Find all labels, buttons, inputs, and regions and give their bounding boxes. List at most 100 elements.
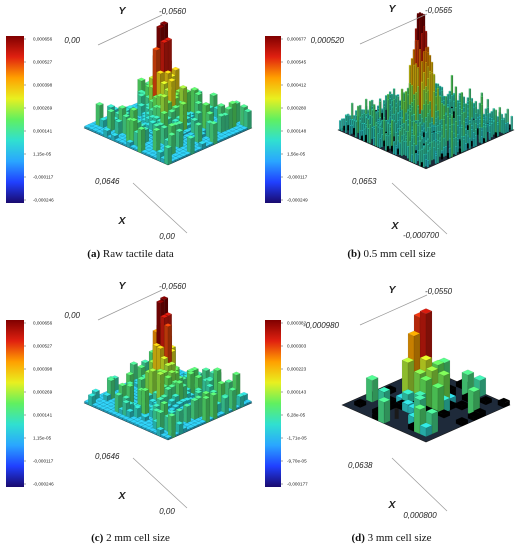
bar-face-right (232, 102, 237, 130)
bar-top (144, 141, 154, 145)
bar-top (410, 105, 414, 108)
bar-top (418, 19, 422, 21)
bar-top (388, 109, 392, 112)
bar-top (440, 86, 444, 88)
bar-top (344, 114, 348, 117)
bar-top (394, 122, 398, 124)
bar-top (171, 104, 180, 109)
bar-top (474, 113, 478, 115)
bar-top (432, 124, 436, 126)
bar-top (167, 109, 176, 113)
bar-face-right (481, 136, 484, 144)
bar-top (454, 86, 458, 88)
colorbar-tick-label: 1,15e-05 (33, 152, 52, 157)
axis-x-end-label: 0,00 (159, 232, 175, 241)
bar-top (374, 109, 378, 111)
bar-top (198, 140, 207, 145)
bar-top (416, 120, 420, 122)
bar-top (496, 123, 500, 125)
bar-top (426, 112, 430, 115)
colorbar-tick-label: 0,000656 (33, 37, 53, 42)
bar-top (450, 113, 454, 116)
bar-face-right (483, 138, 486, 144)
bar-top (390, 106, 394, 108)
bar-top (432, 126, 436, 128)
bar-top (378, 117, 382, 119)
bar-top (480, 127, 484, 129)
bar-top (350, 102, 354, 104)
bar-top (364, 124, 368, 126)
bar-top (430, 125, 434, 127)
bar-top (462, 96, 466, 98)
bar-top (362, 112, 366, 115)
bar-top (462, 107, 466, 109)
bar-top (402, 91, 406, 94)
bar-top (205, 110, 214, 115)
colorbar-tick-label: 0,000148 (287, 129, 307, 134)
bar-top (416, 67, 420, 69)
axis-x-letter: X (117, 215, 126, 227)
bar-top (358, 116, 362, 118)
bar-top (239, 104, 249, 108)
bar-face-left (478, 127, 480, 144)
bar-top (205, 141, 214, 145)
bar-face-left (152, 129, 157, 154)
bar-top (470, 97, 474, 99)
bar-top (354, 109, 358, 112)
bar-top (490, 117, 494, 120)
bar-top (342, 125, 346, 127)
bar-top (422, 122, 426, 124)
bar-top (338, 119, 342, 122)
bar-top (156, 149, 165, 153)
bar-top (137, 102, 146, 107)
bar-top (482, 118, 486, 121)
bar-top (398, 110, 402, 113)
bar-top (506, 108, 510, 110)
bar-top (420, 32, 424, 35)
bar-top (448, 112, 452, 115)
bar-top (458, 94, 462, 97)
bar-top (444, 113, 448, 116)
bar-top (171, 118, 180, 123)
bar-top (460, 113, 464, 115)
bar-top (446, 93, 450, 95)
bar-top (488, 124, 492, 127)
bar-top (372, 125, 376, 127)
bar-top (156, 70, 165, 74)
bar-top (376, 118, 380, 121)
bar-top (440, 118, 444, 121)
bar-top (129, 144, 138, 149)
bar-top (175, 128, 184, 133)
bar-top (152, 123, 161, 127)
bar-top (462, 111, 466, 113)
bar-top (418, 114, 422, 116)
bar-top (494, 109, 498, 111)
bar-top (372, 109, 376, 111)
bar-face-right (356, 121, 358, 138)
bar-face-right (247, 110, 252, 130)
bar-top (426, 66, 430, 68)
bar-top (448, 117, 452, 120)
bar-top (420, 12, 424, 15)
bar-top (364, 115, 368, 118)
bar-top (129, 117, 138, 122)
bar-top (470, 101, 474, 103)
bar-top (114, 118, 123, 123)
bar-top (167, 132, 176, 136)
bar-top (434, 110, 438, 113)
bar-top (194, 122, 203, 126)
bar-top (352, 127, 356, 130)
bar-top (496, 121, 500, 124)
bar-top (410, 57, 414, 60)
bar-top (444, 112, 448, 114)
bar-top (386, 121, 390, 123)
bar-top (160, 93, 169, 98)
bar-top (125, 139, 135, 144)
bar-top (428, 122, 432, 124)
bar-top (482, 117, 486, 119)
bar-top (420, 125, 424, 127)
bar-top (458, 120, 462, 122)
bar-top (144, 147, 154, 152)
bar-top (160, 125, 169, 129)
bar-top (468, 88, 472, 90)
